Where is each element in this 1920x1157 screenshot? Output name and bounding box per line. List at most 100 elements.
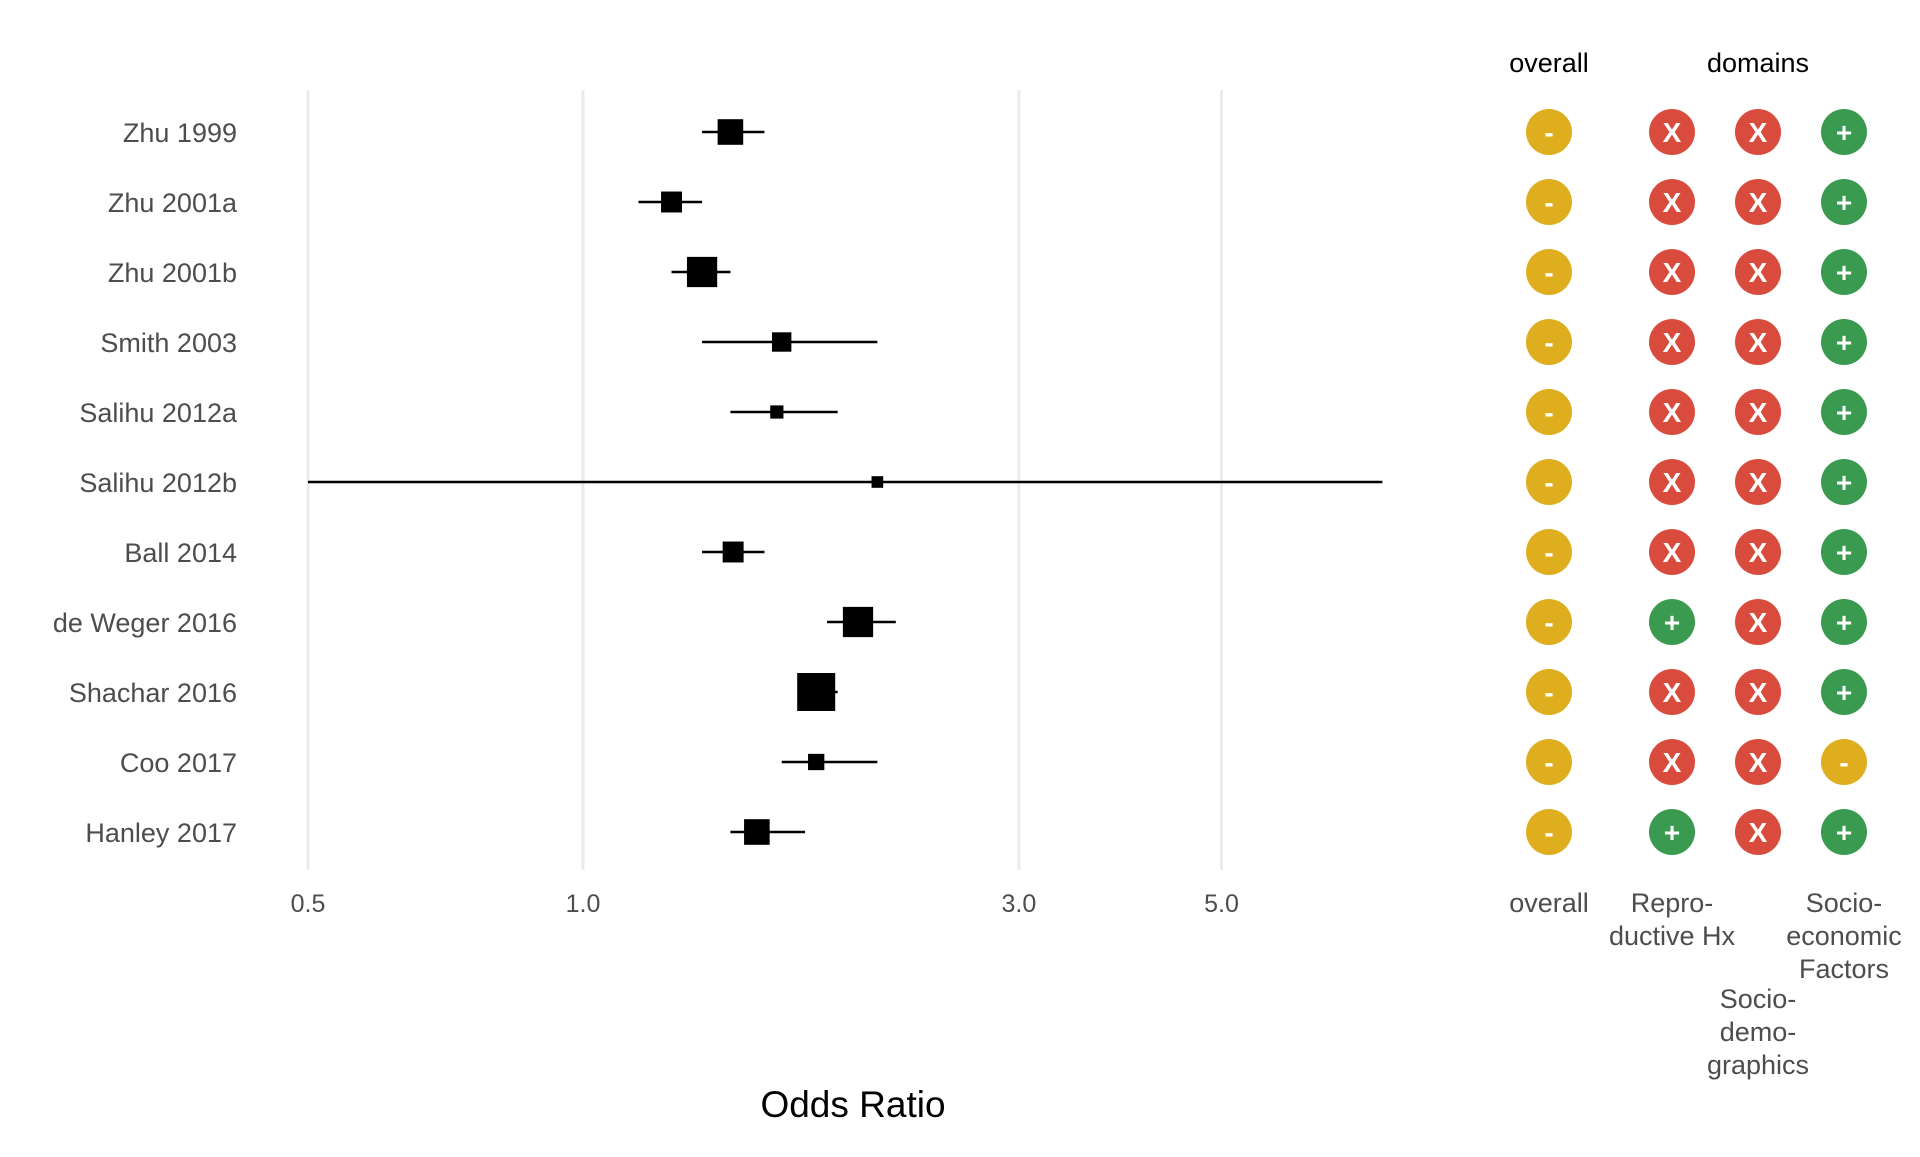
rob-dot-symbol: - [1544, 817, 1553, 848]
rob-dot-symbol: - [1544, 467, 1553, 498]
rob-column-label-line: graphics [1707, 1050, 1809, 1080]
rob-dot-symbol: + [1836, 607, 1852, 638]
x-tick-label: 3.0 [1001, 890, 1036, 918]
rob-dot: + [1821, 179, 1867, 225]
rob-dot-circle [1735, 389, 1781, 435]
rob-dot-circle [1735, 599, 1781, 645]
rob-dot-symbol: - [1544, 187, 1553, 218]
rob-dot-symbol: + [1836, 257, 1852, 288]
rob-dot: X [1735, 669, 1781, 715]
rob-dot-symbol: X [1663, 187, 1682, 218]
rob-column-label-line: Socio- [1720, 984, 1797, 1014]
rob-dot: X [1735, 319, 1781, 365]
rob-column-label: overall [1509, 888, 1589, 918]
rob-dot-circle [1526, 249, 1572, 295]
rob-dot-symbol: X [1749, 607, 1768, 638]
rob-dot-circle [1821, 599, 1867, 645]
rob-dot-circle [1821, 319, 1867, 365]
rob-dot-circle [1735, 809, 1781, 855]
rob-column-label-line: Repro- [1631, 888, 1714, 918]
rob-dot-symbol: X [1663, 117, 1682, 148]
rob-dot-symbol: X [1663, 327, 1682, 358]
rob-dot: X [1735, 109, 1781, 155]
rob-dot-circle [1649, 319, 1695, 365]
rob-dot-symbol: - [1544, 117, 1553, 148]
rob-dot-symbol: + [1664, 817, 1680, 848]
rob-dot: - [1526, 669, 1572, 715]
rob-dot-circle [1821, 739, 1867, 785]
rob-dot: + [1821, 249, 1867, 295]
point-estimate [686, 256, 718, 288]
rob-dot: X [1735, 809, 1781, 855]
rob-dot-circle [1735, 739, 1781, 785]
rob-dots: - X X + - X X + - X X + - X X + - X X + - X X + - X X + - + X + - X X + - X X -… [1526, 109, 1867, 855]
rob-dot-symbol: + [1836, 467, 1852, 498]
rob-dot: X [1735, 739, 1781, 785]
rob-dot-circle [1649, 739, 1695, 785]
rob-dot-symbol: + [1836, 327, 1852, 358]
rob-dot-symbol: X [1749, 817, 1768, 848]
study-label: de Weger 2016 [53, 608, 237, 638]
rob-dot-symbol: X [1663, 257, 1682, 288]
rob-dot: X [1649, 669, 1695, 715]
rob-dot-circle [1526, 319, 1572, 365]
rob-dot-circle [1526, 529, 1572, 575]
rob-dot: X [1649, 179, 1695, 225]
rob-dot-symbol: X [1663, 747, 1682, 778]
rob-dot-circle [1821, 249, 1867, 295]
rob-dot-symbol: X [1749, 257, 1768, 288]
x-tick-labels: 0.5 1.0 3.0 5.0 [291, 890, 1239, 918]
rob-dot: X [1649, 319, 1695, 365]
rob-dot: X [1735, 389, 1781, 435]
x-tick-label: 0.5 [291, 890, 326, 918]
rob-column-label-line: Factors [1799, 954, 1889, 984]
rob-dot: X [1735, 529, 1781, 575]
rob-dot-symbol: X [1663, 467, 1682, 498]
study-labels: Zhu 1999 Zhu 2001a Zhu 2001b Smith 2003 Sali… [53, 118, 238, 848]
rob-dot-symbol: - [1544, 747, 1553, 778]
rob-dot-symbol: X [1749, 187, 1768, 218]
rob-column-label: Socio-economic Factors [1786, 888, 1902, 984]
rob-dot: X [1649, 389, 1695, 435]
rob-dot: + [1821, 389, 1867, 435]
rob-dot-circle [1526, 739, 1572, 785]
rob-dot-circle [1649, 389, 1695, 435]
rob-dot: X [1735, 249, 1781, 295]
rob-dot: X [1735, 179, 1781, 225]
point-estimate [770, 405, 784, 419]
rob-dot: X [1649, 459, 1695, 505]
rob-dot-circle [1526, 389, 1572, 435]
rob-dot-symbol: + [1664, 607, 1680, 638]
rob-dot: - [1526, 599, 1572, 645]
rob-dot-circle [1821, 529, 1867, 575]
rob-dot-symbol: X [1663, 537, 1682, 568]
rob-dot-circle [1735, 319, 1781, 365]
rob-dot-circle [1821, 109, 1867, 155]
rob-dot-symbol: - [1544, 327, 1553, 358]
rob-dot-symbol: - [1544, 677, 1553, 708]
rob-column-label: Repro-ductive Hx [1609, 888, 1736, 951]
rob-dot: X [1649, 249, 1695, 295]
rob-dot-circle [1526, 109, 1572, 155]
rob-dot-symbol: + [1836, 187, 1852, 218]
rob-dot-circle [1649, 179, 1695, 225]
rob-dot: + [1821, 529, 1867, 575]
rob-dot-symbol: X [1749, 397, 1768, 428]
rob-dot-symbol: - [1839, 747, 1848, 778]
rob-column-label-line: economic [1786, 921, 1902, 951]
rob-dot: + [1821, 669, 1867, 715]
study-label: Shachar 2016 [69, 678, 237, 708]
rob-dot: X [1649, 109, 1695, 155]
rob-dot-circle [1735, 249, 1781, 295]
grid-layer [306, 90, 1224, 870]
rob-dot: + [1821, 459, 1867, 505]
rob-dot-circle [1821, 669, 1867, 715]
point-estimate [797, 673, 836, 711]
rob-dot: - [1526, 459, 1572, 505]
rob-column-label-line: ductive Hx [1609, 921, 1736, 951]
rob-dot-circle [1735, 459, 1781, 505]
rob-dot-symbol: + [1836, 677, 1852, 708]
rob-dot-circle [1821, 389, 1867, 435]
rob-dot-symbol: + [1836, 117, 1852, 148]
